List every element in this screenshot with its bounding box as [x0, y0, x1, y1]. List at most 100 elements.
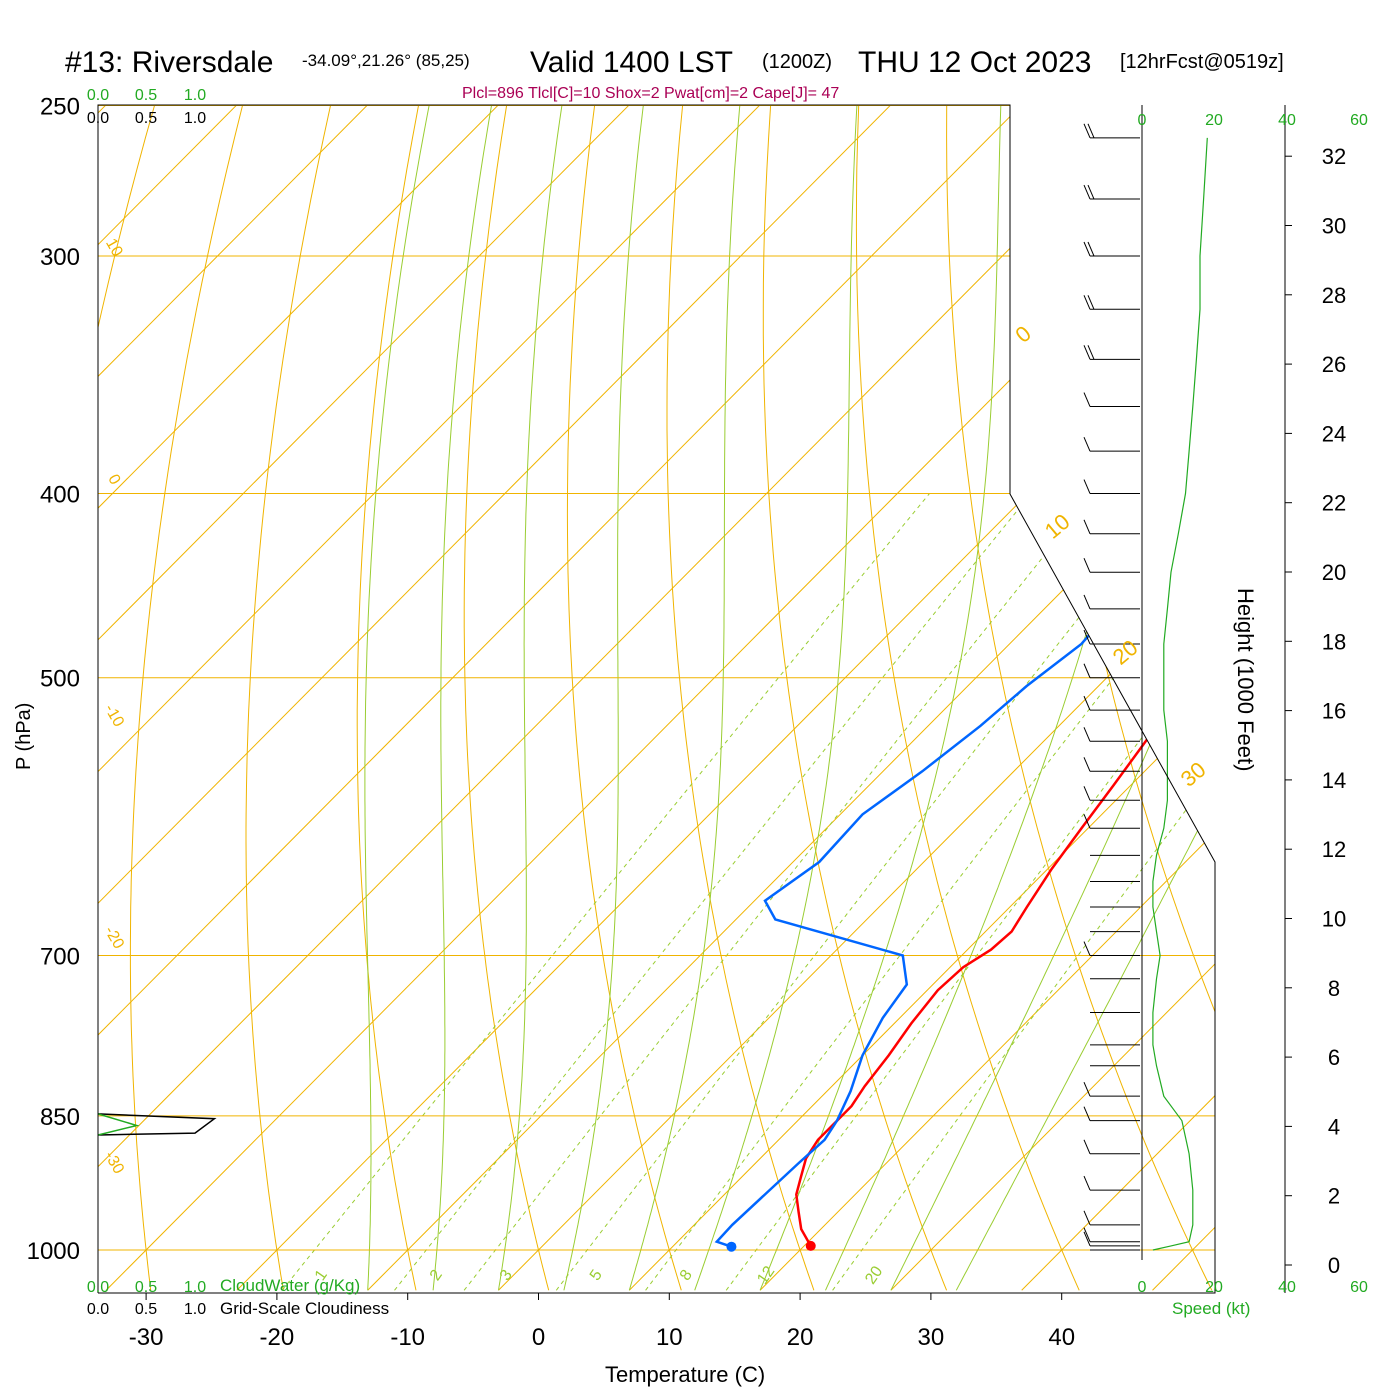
adiabat-label: 10 [102, 236, 126, 260]
wind-barb [1083, 519, 1140, 535]
height-tick-label: 16 [1322, 699, 1346, 724]
wind-barb-flag [1087, 241, 1095, 257]
speed-tick-bottom: 0 [1138, 1279, 1147, 1296]
pressure-tick-label: 250 [40, 93, 80, 120]
station-coords: -34.09°,21.26° (85,25) [302, 51, 470, 70]
data-layer [714, 120, 1215, 1252]
isotherm-label: 20 [1108, 635, 1143, 670]
wind-barb [1083, 1106, 1140, 1122]
wind-barb-flag [1087, 184, 1095, 200]
pressure-tick-label: 500 [40, 666, 80, 693]
height-tick-label: 30 [1322, 214, 1346, 239]
dry-adiabat-line [946, 105, 1213, 1291]
station-title: #13: Riversdale [65, 46, 273, 79]
wind-barb [1083, 479, 1140, 495]
wind-barb-flag [1083, 519, 1091, 534]
height-tick-label: 20 [1322, 560, 1346, 585]
mixing-ratio-line [645, 493, 1215, 1291]
mixing-ratio-label: 20 [862, 1263, 886, 1287]
wind-barb-flag [1083, 663, 1091, 678]
wind-barb [1083, 558, 1140, 573]
wind-barb [1083, 1175, 1140, 1191]
cloudiness-tick-bottom: 1.0 [184, 1301, 206, 1318]
wind-barb [1083, 814, 1140, 829]
height-axis-title: Height (1000 Feet) [1233, 588, 1258, 771]
wind-barb [1083, 184, 1140, 200]
isotherm-line [890, 105, 1215, 1291]
moist-adiabat-line [432, 105, 498, 1291]
isotherm-line [498, 105, 1215, 1291]
wind-barb-flag [1087, 345, 1095, 360]
speed-tick-top: 20 [1205, 112, 1223, 129]
wind-barb [1083, 1231, 1140, 1247]
temp-tick-label: -10 [390, 1324, 425, 1351]
height-tick-label: 28 [1322, 283, 1346, 308]
wind-barb-flag [1083, 479, 1091, 494]
wind-barb [1083, 1210, 1140, 1226]
wind-barb [1083, 629, 1140, 645]
temp-tick-label: 20 [787, 1324, 814, 1351]
height-tick-label: 4 [1328, 1114, 1340, 1139]
moist-adiabat-line [498, 105, 568, 1291]
isobar-layer [98, 104, 1215, 1251]
temp-tick-label: -30 [129, 1324, 164, 1351]
wind-barb-flag [1083, 757, 1091, 772]
isotherm-line [98, 105, 401, 1291]
cloud-profile [97, 1113, 217, 1136]
isotherm-label: 30 [1176, 757, 1211, 792]
wind-barb-flag [1083, 1139, 1091, 1154]
wind-barb-flag [1083, 695, 1091, 711]
cloudwater-tick-bottom: 1.0 [184, 1279, 206, 1296]
isotherm-line [367, 105, 1215, 1291]
wind-barb [1083, 1139, 1140, 1155]
wind-barb-flag [1083, 629, 1091, 645]
wind-barb [1083, 436, 1140, 452]
indices-line: Plcl=896 Tlcl[C]=10 Shox=2 Pwat[cm]=2 Ca… [462, 85, 839, 102]
mixing-ratio-label: 5 [587, 1267, 606, 1284]
wind-barb [1083, 295, 1140, 310]
wind-barb [1083, 941, 1140, 957]
isotherm-label: 10 [1040, 509, 1075, 544]
temperature-line [795, 120, 1215, 1247]
isotherm-line [98, 105, 1186, 1291]
mixing-ratio-label: 2 [427, 1267, 446, 1284]
wind-barb-flag [1083, 436, 1091, 452]
wind-barb [1083, 663, 1140, 679]
height-tick-label: 26 [1322, 352, 1346, 377]
valid-date: THU 12 Oct 2023 [858, 46, 1091, 79]
wind-barb-flag [1083, 727, 1091, 742]
cloudiness-tick-bottom: 0.5 [135, 1301, 157, 1318]
temp-tick-label: 30 [918, 1324, 945, 1351]
height-tick-label: 10 [1322, 907, 1346, 932]
height-tick-label: 18 [1322, 629, 1346, 654]
wind-barb-flag [1083, 241, 1091, 257]
mixing-ratio-label: 12 [754, 1263, 778, 1287]
height-tick-label: 8 [1328, 976, 1340, 1001]
wind-barb-flag [1083, 786, 1091, 801]
isotherm-line [105, 105, 1215, 1291]
mixing-ratio-line [463, 493, 1095, 1291]
wind-barb [1083, 786, 1140, 801]
isotherm-line [98, 105, 1055, 1291]
dry-adiabat-line [98, 105, 165, 1291]
height-tick-label: 32 [1322, 144, 1346, 169]
isotherm-label: 0 [1010, 321, 1035, 348]
moist-adiabat-line [364, 105, 437, 1291]
speed-tick-top: 40 [1278, 112, 1296, 129]
x-axis-title: Temperature (C) [605, 1362, 765, 1387]
mixing-ratio-line [281, 493, 930, 1291]
valid-time: Valid 1400 LST [530, 46, 733, 79]
wind-barb-flag [1083, 814, 1091, 829]
cloudwater-tick-bottom: 0.0 [87, 1279, 109, 1296]
speed-tick-bottom: 60 [1350, 1279, 1368, 1296]
wind-barb-flag [1087, 295, 1095, 310]
isotherm-line [1021, 105, 1215, 1291]
temp-tick-label: 0 [532, 1324, 545, 1351]
isotherm-line [98, 105, 794, 1291]
cloudiness-tick-bottom: 0.0 [87, 1301, 109, 1318]
surface-dewpoint-dot [726, 1241, 737, 1252]
isotherm-line [98, 105, 925, 1291]
wind-barb-flag [1083, 184, 1091, 200]
wind-barb-flag [1083, 558, 1091, 573]
